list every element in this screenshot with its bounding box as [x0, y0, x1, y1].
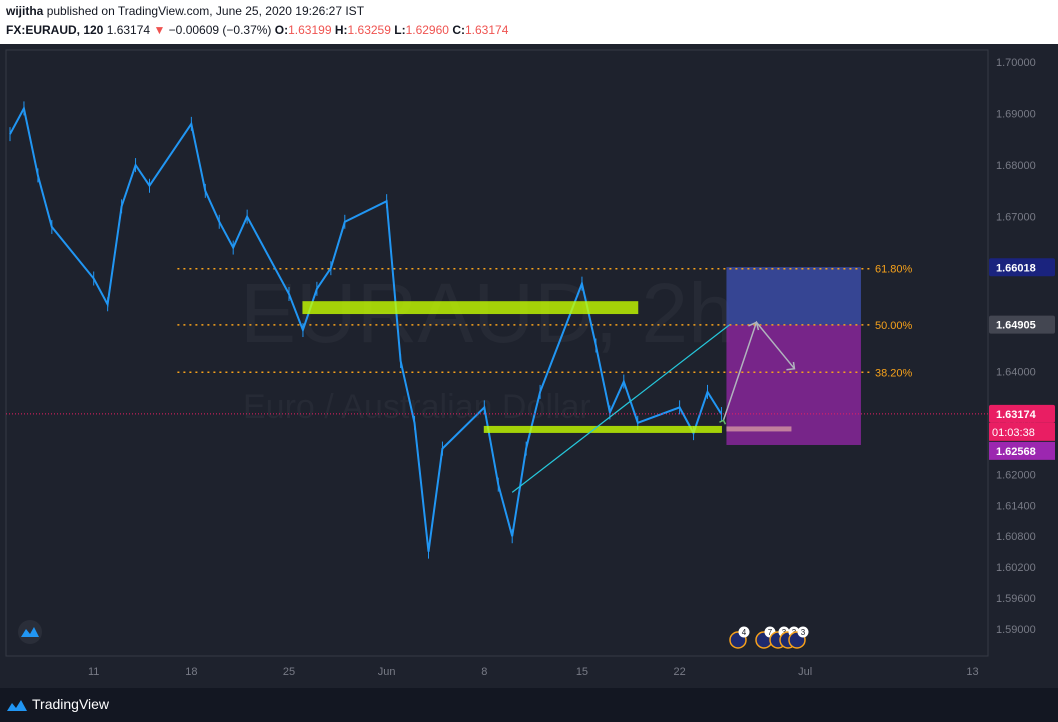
- price-tag-label: 1.66018: [996, 262, 1036, 274]
- chart-logo-mark: [21, 627, 39, 637]
- y-tick-label: 1.59600: [996, 593, 1036, 605]
- support-extension: [726, 426, 792, 432]
- published-text: published on TradingView.com, June 25, 2…: [46, 4, 365, 18]
- close-label: C:: [452, 23, 465, 37]
- target-zone: [726, 267, 861, 325]
- open-label: O:: [274, 23, 289, 37]
- countdown-tag: [989, 422, 1055, 441]
- footer-brand[interactable]: TradingView: [32, 696, 110, 712]
- y-tick-label: 1.60200: [996, 562, 1036, 574]
- trendline: [511, 324, 730, 493]
- y-tick-label: 1.62000: [996, 469, 1036, 481]
- event-badge-count: 3: [801, 628, 806, 637]
- countdown-label: 01:03:38: [992, 427, 1035, 439]
- y-tick-label: 1.60800: [996, 531, 1036, 543]
- y-tick-label: 1.64000: [996, 366, 1036, 378]
- x-tick-label: 15: [576, 666, 588, 678]
- price-tag-label: 1.64905: [996, 320, 1036, 332]
- price-series-line: [9, 105, 723, 552]
- x-tick-label: 11: [88, 666, 99, 678]
- x-tick-label: 13: [966, 666, 978, 678]
- ohlc-line: FX:EURAUD, 120 1.63174 ▼ −0.00609 (−0.37…: [6, 23, 508, 37]
- close-value: 1.63174: [464, 23, 509, 37]
- stop-price-tag: [989, 441, 1055, 460]
- y-tick-label: 1.59000: [996, 624, 1036, 636]
- projection-arrowhead: [786, 361, 796, 371]
- last-price: 1.63174: [106, 23, 151, 37]
- event-badge-count: 7: [768, 628, 773, 637]
- price-tag: [989, 258, 1055, 277]
- price-change: −0.00609 (−0.37%): [168, 23, 272, 37]
- event-badge-count-bg: [797, 626, 809, 638]
- y-tick-label: 1.67000: [996, 212, 1036, 224]
- price-tag: [989, 404, 1055, 423]
- x-tick-label: 18: [185, 666, 197, 678]
- x-tick-label: 8: [481, 666, 487, 678]
- chart-header: wijitha published on TradingView.com, Ju…: [0, 0, 1058, 44]
- watermark-name: Euro / Australian Dollar: [243, 388, 591, 426]
- price-tag-label: 1.63174: [996, 409, 1037, 421]
- event-badge-count-bg: [738, 626, 750, 638]
- y-tick-label: 1.70000: [996, 57, 1036, 69]
- fib-level-label: 50.00%: [875, 320, 913, 332]
- stop-price-label: 1.62568: [996, 446, 1036, 458]
- open-value: 1.63199: [288, 23, 332, 37]
- tradingview-logo-icon: [7, 700, 27, 711]
- x-tick-label: 25: [283, 666, 295, 678]
- y-tick-label: 1.68000: [996, 160, 1036, 172]
- down-arrow-icon: ▼: [153, 23, 166, 37]
- fib-level-label: 38.20%: [875, 367, 913, 379]
- author-name[interactable]: wijitha: [6, 4, 44, 18]
- resistance-zone: [302, 301, 639, 315]
- high-label: H:: [334, 23, 348, 37]
- low-value: 1.62960: [405, 23, 449, 37]
- fib-level-label: 61.80%: [875, 264, 913, 276]
- y-tick-label: 1.69000: [996, 109, 1036, 121]
- x-tick-label: Jul: [798, 666, 812, 678]
- chart-logo-icon: [18, 620, 42, 644]
- x-tick-label: 22: [673, 666, 685, 678]
- support-zone: [483, 425, 722, 433]
- publish-line: wijitha published on TradingView.com, Ju…: [6, 4, 364, 18]
- x-tick-label: Jun: [378, 666, 396, 678]
- projection-arrowhead: [748, 321, 760, 331]
- up-arrow-icon: [719, 419, 727, 425]
- event-badge-count: 4: [742, 628, 747, 637]
- chart-logo-bg: [18, 620, 42, 644]
- footer-bar: TradingView: [0, 688, 1058, 722]
- price-tag: [989, 315, 1055, 334]
- high-value: 1.63259: [347, 23, 391, 37]
- symbol-label: FX:EURAUD, 120: [6, 23, 104, 37]
- y-tick-label: 1.61400: [996, 500, 1036, 512]
- low-label: L:: [394, 23, 406, 37]
